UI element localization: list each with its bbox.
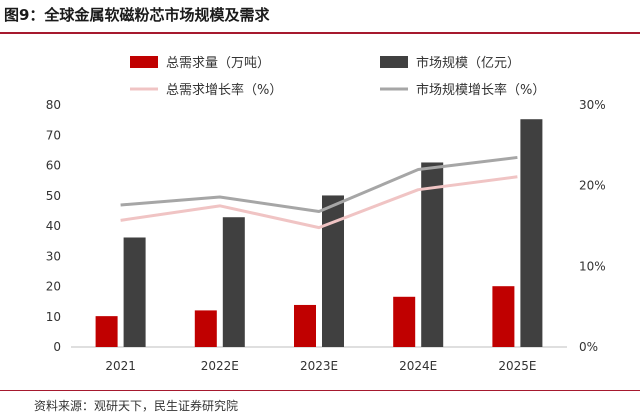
title-rule (0, 32, 640, 34)
x-tick-label: 2022E (201, 359, 239, 373)
x-tick-label: 2021 (105, 359, 136, 373)
series-line (120, 155, 518, 213)
x-tick-label: 2025E (498, 359, 536, 373)
y2-tick-label: 0% (579, 340, 598, 354)
y-tick-label: 70 (46, 128, 61, 142)
bar (421, 162, 444, 347)
bar (520, 119, 543, 347)
y-tick-label: 50 (46, 189, 61, 203)
y2-tick-label: 20% (579, 179, 606, 193)
bar (492, 286, 515, 347)
bar (322, 195, 344, 347)
legend: 总需求量（万吨） 市场规模（亿元） 总需求增长率（%） 市场规模增长率（%） (130, 55, 545, 98)
bar (95, 316, 118, 347)
bar (222, 217, 245, 347)
series-line (120, 175, 518, 230)
y-tick-label: 20 (46, 280, 61, 294)
chart-title: 图9：全球金属软磁粉芯市场规模及需求 (4, 6, 270, 24)
y-tick-label: 10 (46, 310, 61, 324)
y-tick-label: 30 (46, 249, 61, 263)
chart-svg: 总需求量（万吨） 市场规模（亿元） 总需求增长率（%） 市场规模增长率（%） 0 10 2… (46, 55, 606, 373)
legend-label: 市场规模（亿元） (416, 55, 520, 71)
bar (123, 237, 146, 347)
legend-label: 总需求增长率（%） (166, 82, 282, 98)
bar (393, 296, 416, 347)
source-note: 资料来源：观研天下，民生证券研究院 (34, 399, 239, 413)
axes: 0 10 20 30 40 50 60 70 80 0% 10% 20% 30% 2021 2022E 202… (46, 98, 606, 373)
y2-tick-label: 10% (579, 259, 606, 273)
y-tick-label: 80 (46, 98, 61, 112)
bars (95, 119, 543, 347)
y-tick-label: 0 (53, 340, 61, 354)
legend-label: 市场规模增长率（%） (416, 82, 545, 98)
bar (194, 310, 217, 347)
source-rule (0, 390, 640, 391)
legend-swatch (130, 56, 158, 68)
y-tick-label: 40 (46, 219, 61, 233)
y-tick-label: 60 (46, 159, 61, 173)
x-tick-label: 2024E (399, 359, 437, 373)
bar (294, 304, 316, 347)
legend-label: 总需求量（万吨） (166, 56, 270, 71)
y2-tick-label: 30% (579, 98, 606, 112)
x-tick-label: 2023E (300, 359, 338, 373)
lines (120, 155, 518, 230)
legend-swatch (380, 56, 408, 68)
